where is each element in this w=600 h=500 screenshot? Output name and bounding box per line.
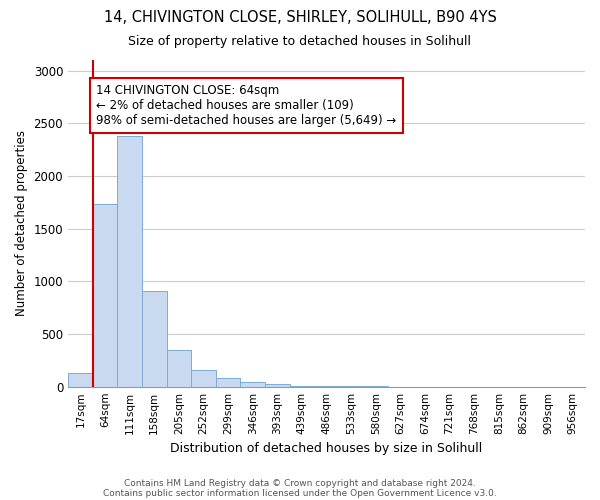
X-axis label: Distribution of detached houses by size in Solihull: Distribution of detached houses by size …	[170, 442, 482, 455]
Text: Size of property relative to detached houses in Solihull: Size of property relative to detached ho…	[128, 35, 472, 48]
Text: 14 CHIVINGTON CLOSE: 64sqm
← 2% of detached houses are smaller (109)
98% of semi: 14 CHIVINGTON CLOSE: 64sqm ← 2% of detac…	[97, 84, 397, 127]
Bar	[167, 350, 191, 387]
Bar	[191, 370, 216, 386]
Bar	[92, 204, 117, 386]
Y-axis label: Number of detached properties: Number of detached properties	[15, 130, 28, 316]
Bar	[117, 136, 142, 386]
Text: Contains HM Land Registry data © Crown copyright and database right 2024.: Contains HM Land Registry data © Crown c…	[124, 478, 476, 488]
Text: Contains public sector information licensed under the Open Government Licence v3: Contains public sector information licen…	[103, 488, 497, 498]
Bar	[241, 382, 265, 386]
Bar	[68, 373, 92, 386]
Text: 14, CHIVINGTON CLOSE, SHIRLEY, SOLIHULL, B90 4YS: 14, CHIVINGTON CLOSE, SHIRLEY, SOLIHULL,…	[104, 10, 496, 25]
Bar	[265, 384, 290, 386]
Bar	[216, 378, 241, 386]
Bar	[142, 291, 167, 386]
